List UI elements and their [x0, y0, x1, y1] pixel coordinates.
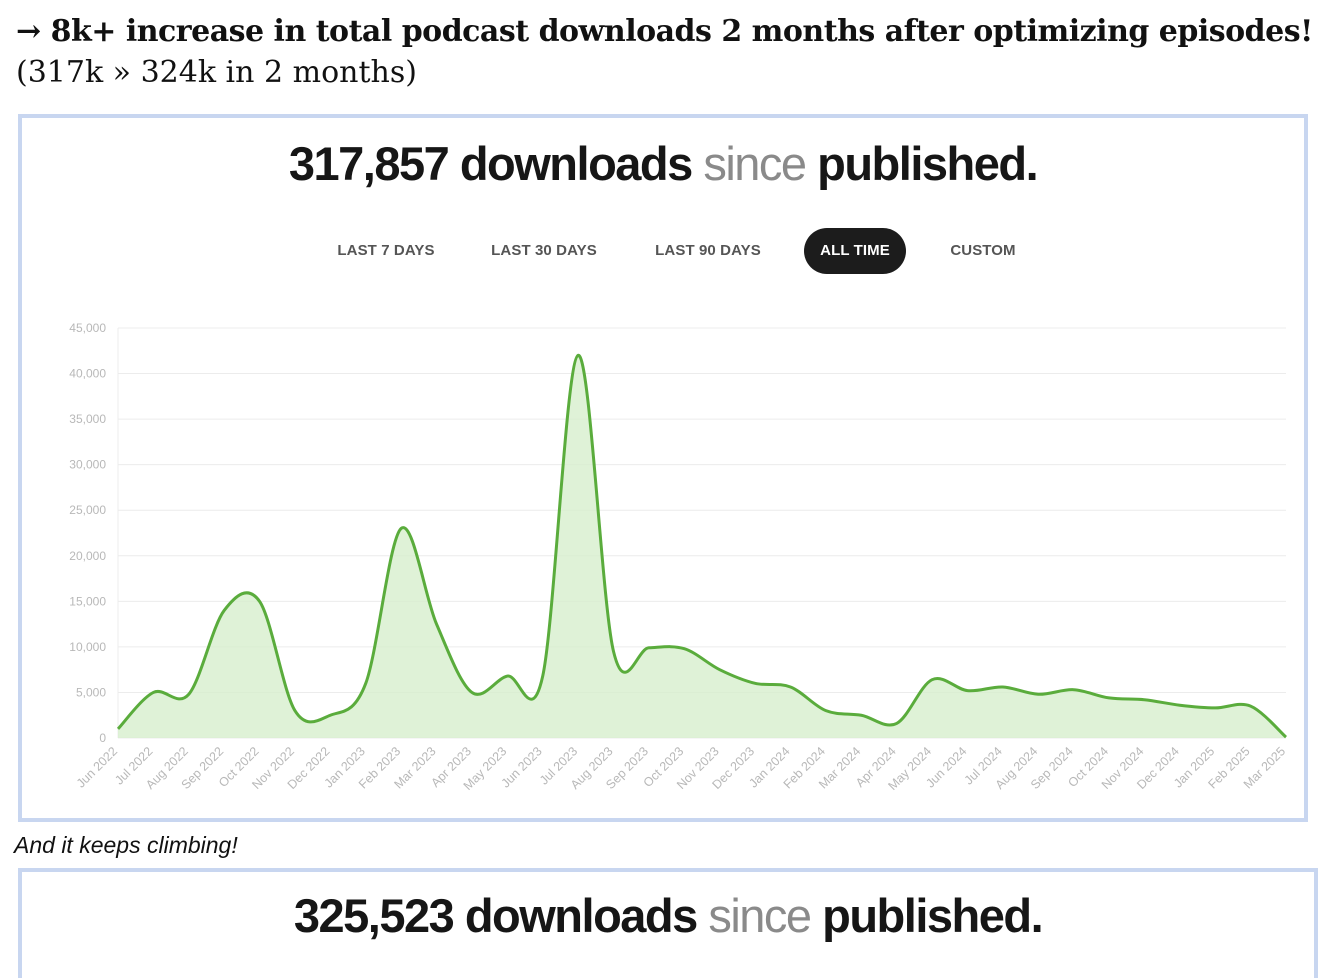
- tab-last-90-days[interactable]: LAST 90 DAYS: [655, 242, 761, 259]
- y-tick-label: 40,000: [69, 367, 106, 381]
- y-tick-label: 5,000: [76, 685, 106, 699]
- y-tick-label: 15,000: [69, 594, 106, 608]
- series-line: [116, 353, 1288, 739]
- caption: And it keeps climbing!: [14, 832, 238, 858]
- tab-all-time[interactable]: ALL TIME: [804, 228, 906, 274]
- downloads-heading-after: 325,523 downloads since published.: [22, 888, 1314, 943]
- downloads-word: downloads: [459, 137, 693, 190]
- x-tick-label: Jun 2022: [74, 744, 120, 790]
- published-word: published.: [817, 137, 1039, 190]
- downloads-count: 317,857: [288, 137, 450, 190]
- y-tick-label: 35,000: [69, 412, 106, 426]
- headline: → 8k+ increase in total podcast download…: [16, 14, 1326, 90]
- y-tick-label: 30,000: [69, 458, 106, 472]
- tab-last-7-days[interactable]: LAST 7 DAYS: [337, 242, 435, 259]
- tab-last-30-days[interactable]: LAST 30 DAYS: [491, 242, 597, 259]
- downloads-area-chart: 45,000 40,000 35,000 30,000 25,000 20,000 15,0…: [69, 321, 1288, 793]
- area-fill: [118, 355, 1286, 738]
- headline-sub: (317k » 324k in 2 months): [16, 55, 417, 90]
- headline-main: → 8k+ increase in total podcast download…: [16, 14, 1313, 49]
- downloads-word-after: downloads: [464, 889, 698, 942]
- tab-custom[interactable]: CUSTOM: [950, 242, 1016, 259]
- y-tick-label: 25,000: [69, 503, 106, 517]
- published-word-after: published.: [822, 889, 1044, 942]
- y-tick-label: 0: [99, 731, 106, 745]
- downloads-heading: 317,857 downloads since published.: [22, 136, 1304, 191]
- y-tick-label: 45,000: [69, 321, 106, 335]
- since-word: since: [703, 137, 807, 190]
- downloads-panel-before: 317,857 downloads since published. LAST …: [18, 114, 1308, 822]
- downloads-panel-after: 325,523 downloads since published.: [18, 868, 1318, 978]
- y-tick-label: 20,000: [69, 549, 106, 563]
- since-word-after: since: [708, 889, 812, 942]
- downloads-count-after: 325,523: [293, 889, 455, 942]
- time-range-tabs: LAST 7 DAYS LAST 30 DAYS LAST 90 DAYS AL…: [22, 228, 1304, 274]
- y-tick-label: 10,000: [69, 640, 106, 654]
